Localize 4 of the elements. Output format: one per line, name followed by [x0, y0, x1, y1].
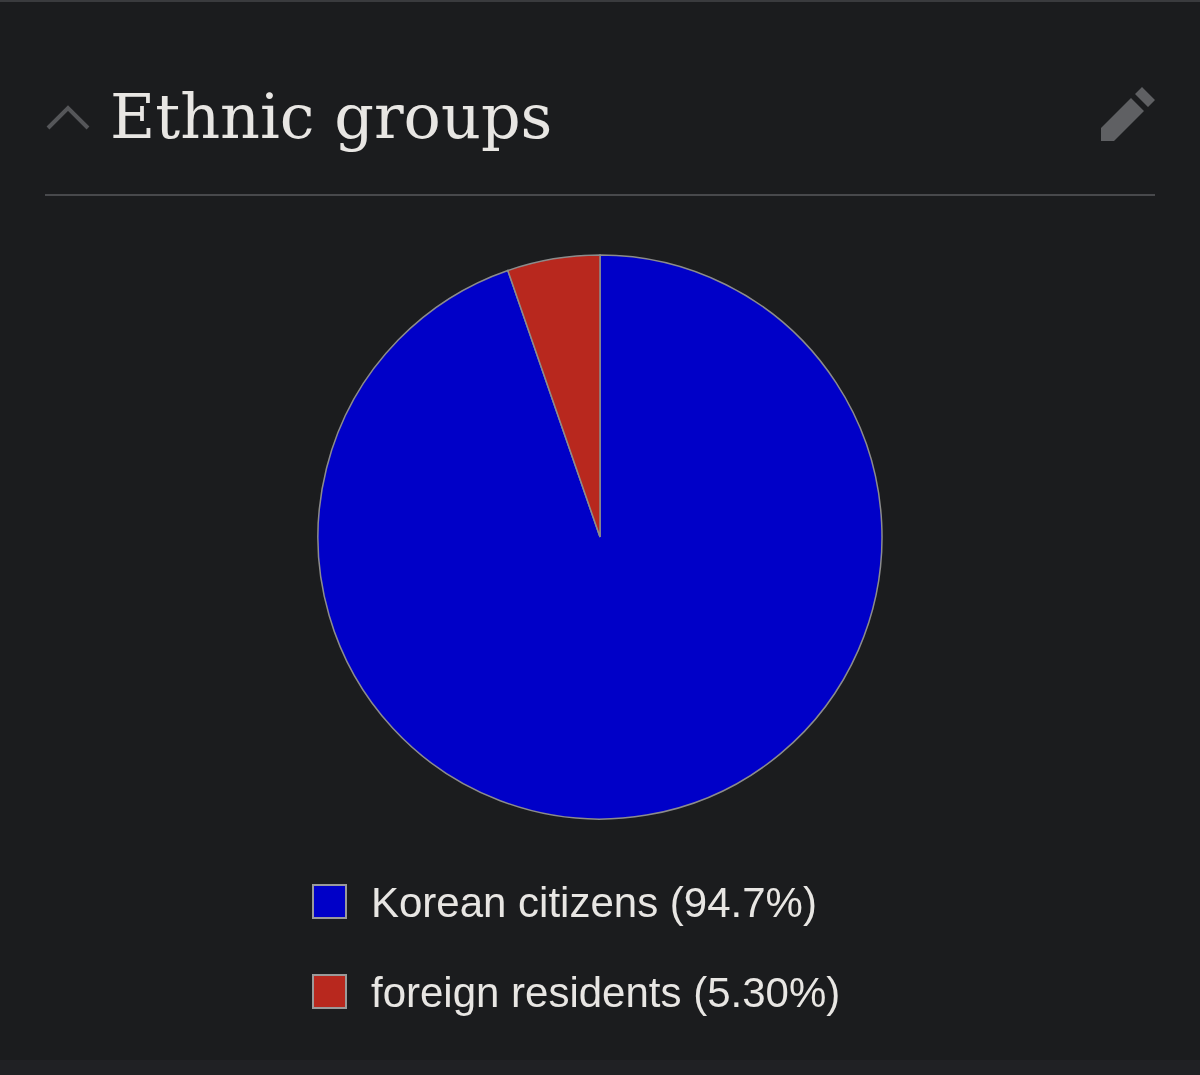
pie-slice — [317, 254, 883, 820]
legend-label: foreign residents (5.30%) — [371, 969, 841, 1016]
legend-label: Korean citizens (94.7%) — [371, 879, 817, 926]
chart-title: Ethnic groups — [110, 80, 553, 153]
